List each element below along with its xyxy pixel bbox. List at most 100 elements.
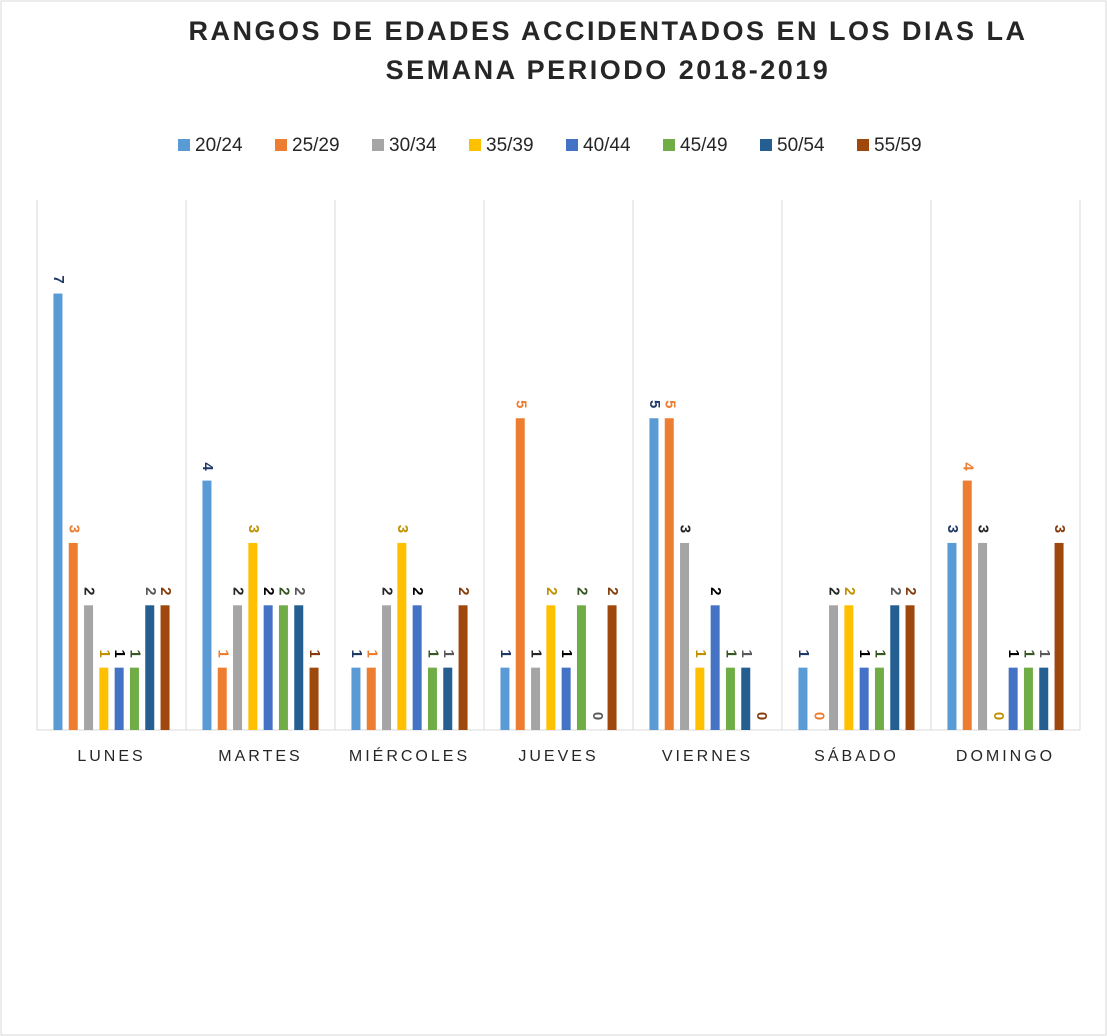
bar: [576, 605, 586, 730]
bar: [890, 605, 900, 730]
legend-label: 40/44: [583, 135, 631, 156]
value-label: 1: [96, 649, 113, 657]
legend-label: 25/29: [292, 135, 340, 156]
bar: [1008, 667, 1018, 730]
legend-swatch: [469, 139, 481, 151]
bar: [160, 605, 170, 730]
bar: [427, 667, 437, 730]
value-label: 2: [81, 587, 98, 595]
bar: [278, 605, 288, 730]
bar: [695, 667, 705, 730]
value-label: 2: [573, 587, 590, 595]
legend-swatch: [857, 139, 869, 151]
bar: [458, 605, 468, 730]
legend-swatch: [275, 139, 287, 151]
x-tick-label: SÁBADO: [814, 746, 899, 765]
bar: [680, 542, 690, 730]
value-label: 3: [975, 525, 992, 533]
bar: [217, 667, 227, 730]
bar: [114, 667, 124, 730]
x-tick-label: VIERNES: [662, 748, 753, 765]
bar: [741, 667, 751, 730]
bar: [859, 667, 869, 730]
bar: [443, 667, 453, 730]
value-label: 1: [722, 649, 739, 657]
bar: [844, 605, 854, 730]
value-label: 1: [871, 649, 888, 657]
value-label: 0: [990, 712, 1007, 720]
value-label: 5: [512, 400, 529, 408]
bar: [263, 605, 273, 730]
bar: [500, 667, 510, 730]
value-label: 1: [1036, 649, 1053, 657]
bar: [664, 418, 674, 730]
value-label: 2: [841, 587, 858, 595]
value-label: 1: [558, 649, 575, 657]
bar: [531, 667, 541, 730]
bar: [607, 605, 617, 730]
value-label: 3: [677, 525, 694, 533]
value-label: 1: [440, 649, 457, 657]
bar: [294, 605, 304, 730]
value-label: 1: [497, 649, 514, 657]
value-label: 5: [646, 400, 663, 408]
value-label: 1: [214, 649, 231, 657]
value-label: 0: [810, 712, 827, 720]
value-label: 0: [589, 712, 606, 720]
bar: [68, 542, 78, 730]
legend-swatch: [178, 139, 190, 151]
x-tick-label: DOMINGO: [956, 748, 1055, 765]
value-label: 4: [199, 462, 216, 471]
value-label: 2: [409, 587, 426, 595]
legend-swatch: [372, 139, 384, 151]
bar: [1023, 667, 1033, 730]
value-label: 1: [1020, 649, 1037, 657]
value-label: 1: [795, 649, 812, 657]
bar: [978, 542, 988, 730]
bar: [145, 605, 155, 730]
value-label: 3: [245, 525, 262, 533]
bar: [366, 667, 376, 730]
bar: [382, 605, 392, 730]
value-label: 1: [424, 649, 441, 657]
value-label: 2: [455, 587, 472, 595]
value-label: 1: [738, 649, 755, 657]
bar: [710, 605, 720, 730]
value-label: 1: [348, 649, 365, 657]
legend-label: 55/59: [874, 135, 922, 156]
legend-label: 30/34: [389, 135, 437, 156]
value-label: 2: [887, 587, 904, 595]
bar: [649, 418, 659, 730]
value-label: 4: [959, 462, 976, 471]
x-tick-label: MARTES: [218, 748, 302, 765]
value-label: 2: [260, 587, 277, 595]
legend-label: 45/49: [680, 135, 728, 156]
bar: [798, 667, 808, 730]
bar: [561, 667, 571, 730]
value-label: 2: [902, 587, 919, 595]
value-label: 1: [692, 649, 709, 657]
value-label: 2: [275, 587, 292, 595]
bar: [397, 542, 407, 730]
value-label: 3: [1051, 525, 1068, 533]
bar: [412, 605, 422, 730]
bar: [84, 605, 94, 730]
bar: [905, 605, 915, 730]
legend-swatch: [760, 139, 772, 151]
legend-swatch: [566, 139, 578, 151]
value-label: 1: [528, 649, 545, 657]
value-label: 2: [826, 587, 843, 595]
bar: [1054, 542, 1064, 730]
value-label: 2: [543, 587, 560, 595]
value-label: 2: [379, 587, 396, 595]
x-tick-label: LUNES: [77, 748, 145, 765]
x-tick-label: JUEVES: [518, 748, 598, 765]
value-label: 2: [291, 587, 308, 595]
value-label: 1: [363, 649, 380, 657]
value-label: 2: [230, 587, 247, 595]
value-label: 7: [50, 275, 67, 283]
value-label: 2: [604, 587, 621, 595]
value-label: 3: [944, 525, 961, 533]
